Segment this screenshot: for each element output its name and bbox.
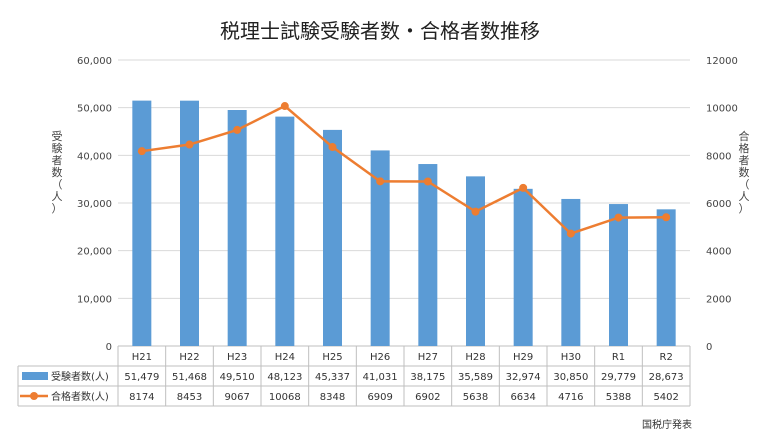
y-left-axis-label: 受 bbox=[52, 130, 63, 143]
y-left-tick-label: 50,000 bbox=[77, 104, 112, 115]
line-series bbox=[141, 104, 667, 236]
x-tick-label: H21 bbox=[132, 352, 152, 363]
table-value-passers: 6902 bbox=[415, 392, 440, 403]
y-left-tick-label: 20,000 bbox=[77, 247, 112, 258]
x-tick-label: H30 bbox=[561, 352, 581, 363]
x-tick-label: H24 bbox=[275, 352, 295, 363]
table-value-examinees: 38,175 bbox=[410, 372, 445, 383]
line-point bbox=[614, 213, 623, 222]
line-point bbox=[471, 207, 480, 216]
chart-title: 税理士試験受験者数・合格者数推移 bbox=[220, 19, 540, 43]
table-value-examinees: 28,673 bbox=[649, 372, 684, 383]
line-point bbox=[566, 229, 575, 238]
y-right-tick-label: 2000 bbox=[706, 294, 731, 305]
x-tick-label: H28 bbox=[465, 352, 485, 363]
line-point bbox=[233, 125, 242, 134]
line-point bbox=[280, 102, 289, 111]
legend-bar-key bbox=[22, 372, 48, 380]
table-value-passers: 10068 bbox=[269, 392, 301, 403]
y-left-axis-label: 人 bbox=[52, 190, 63, 203]
x-tick-label: H29 bbox=[513, 352, 533, 363]
x-tick-label: H26 bbox=[370, 352, 390, 363]
line-point bbox=[328, 143, 337, 152]
table-value-passers: 8348 bbox=[320, 392, 345, 403]
y-right-axis-label: ） bbox=[739, 202, 750, 215]
y-right-axis-label: 数 bbox=[739, 166, 750, 179]
y-left-tick-label: 0 bbox=[106, 342, 112, 353]
bar bbox=[418, 164, 438, 346]
y-left-tick-label: 60,000 bbox=[77, 56, 112, 67]
y-left-axis-label: ） bbox=[52, 202, 63, 215]
y-right-axis-label: 者 bbox=[739, 154, 750, 167]
bar bbox=[275, 116, 295, 346]
source-note: 国税庁発表 bbox=[642, 418, 692, 431]
table-value-examinees: 32,974 bbox=[506, 372, 541, 383]
y-right-tick-label: 12000 bbox=[706, 56, 738, 67]
y-left-axis-label: 数 bbox=[52, 166, 63, 179]
bar bbox=[227, 110, 247, 346]
table-value-passers: 6909 bbox=[367, 392, 392, 403]
y-right-axis-label: （ bbox=[739, 178, 750, 191]
y-right-tick-label: 10000 bbox=[706, 104, 738, 115]
bar bbox=[466, 176, 485, 346]
bar bbox=[561, 198, 581, 346]
bar bbox=[323, 129, 342, 346]
y-left-tick-label: 10,000 bbox=[77, 294, 112, 305]
table-value-passers: 8174 bbox=[129, 392, 154, 403]
line-point bbox=[662, 213, 671, 222]
line-point bbox=[185, 140, 194, 149]
x-tick-label: H22 bbox=[179, 352, 199, 363]
legend-line-label: 合格者数(人) bbox=[51, 390, 109, 403]
line-point bbox=[423, 177, 432, 186]
bar bbox=[609, 204, 628, 346]
table-value-passers: 5388 bbox=[606, 392, 631, 403]
line-point bbox=[519, 183, 528, 192]
bar bbox=[180, 100, 199, 347]
table-value-examinees: 35,589 bbox=[458, 372, 493, 383]
x-tick-label: R2 bbox=[660, 352, 673, 363]
y-left-axis-label: 験 bbox=[52, 141, 63, 155]
y-right-axis-label: 人 bbox=[739, 190, 750, 203]
y-left-axis-label: （ bbox=[52, 178, 63, 191]
x-tick-label: H25 bbox=[322, 352, 342, 363]
line-point bbox=[137, 147, 146, 156]
bar bbox=[370, 150, 390, 346]
table-value-examinees: 49,510 bbox=[220, 372, 255, 383]
y-right-axis-label: 合 bbox=[739, 129, 750, 143]
table-value-examinees: 30,850 bbox=[553, 372, 588, 383]
bar bbox=[656, 209, 676, 346]
table-value-passers: 4716 bbox=[558, 392, 583, 403]
table-value-passers: 5402 bbox=[653, 392, 678, 403]
table-value-examinees: 41,031 bbox=[363, 372, 398, 383]
table-value-passers: 8453 bbox=[177, 392, 202, 403]
table-value-passers: 5638 bbox=[463, 392, 488, 403]
x-tick-label: H27 bbox=[418, 352, 438, 363]
y-right-tick-label: 0 bbox=[706, 342, 712, 353]
table-value-examinees: 48,123 bbox=[267, 372, 302, 383]
y-right-axis-label: 格 bbox=[739, 141, 750, 155]
table-value-examinees: 45,337 bbox=[315, 372, 350, 383]
y-right-tick-label: 8000 bbox=[706, 151, 731, 162]
y-right-tick-label: 6000 bbox=[706, 199, 731, 210]
x-tick-label: H23 bbox=[227, 352, 247, 363]
table-value-examinees: 51,479 bbox=[124, 372, 159, 383]
x-tick-label: R1 bbox=[612, 352, 625, 363]
bar bbox=[132, 100, 152, 347]
y-left-tick-label: 30,000 bbox=[77, 199, 112, 210]
table-value-passers: 9067 bbox=[224, 392, 249, 403]
table-value-passers: 6634 bbox=[510, 392, 535, 403]
bar bbox=[513, 188, 533, 346]
y-left-tick-label: 40,000 bbox=[77, 151, 112, 162]
line-point bbox=[376, 177, 385, 186]
y-right-tick-label: 4000 bbox=[706, 247, 731, 258]
table-value-examinees: 51,468 bbox=[172, 372, 207, 383]
legend-bar-label: 受験者数(人) bbox=[51, 370, 109, 383]
table-value-examinees: 29,779 bbox=[601, 372, 636, 383]
y-left-axis-label: 者 bbox=[52, 154, 63, 167]
legend-line-marker bbox=[30, 392, 38, 400]
